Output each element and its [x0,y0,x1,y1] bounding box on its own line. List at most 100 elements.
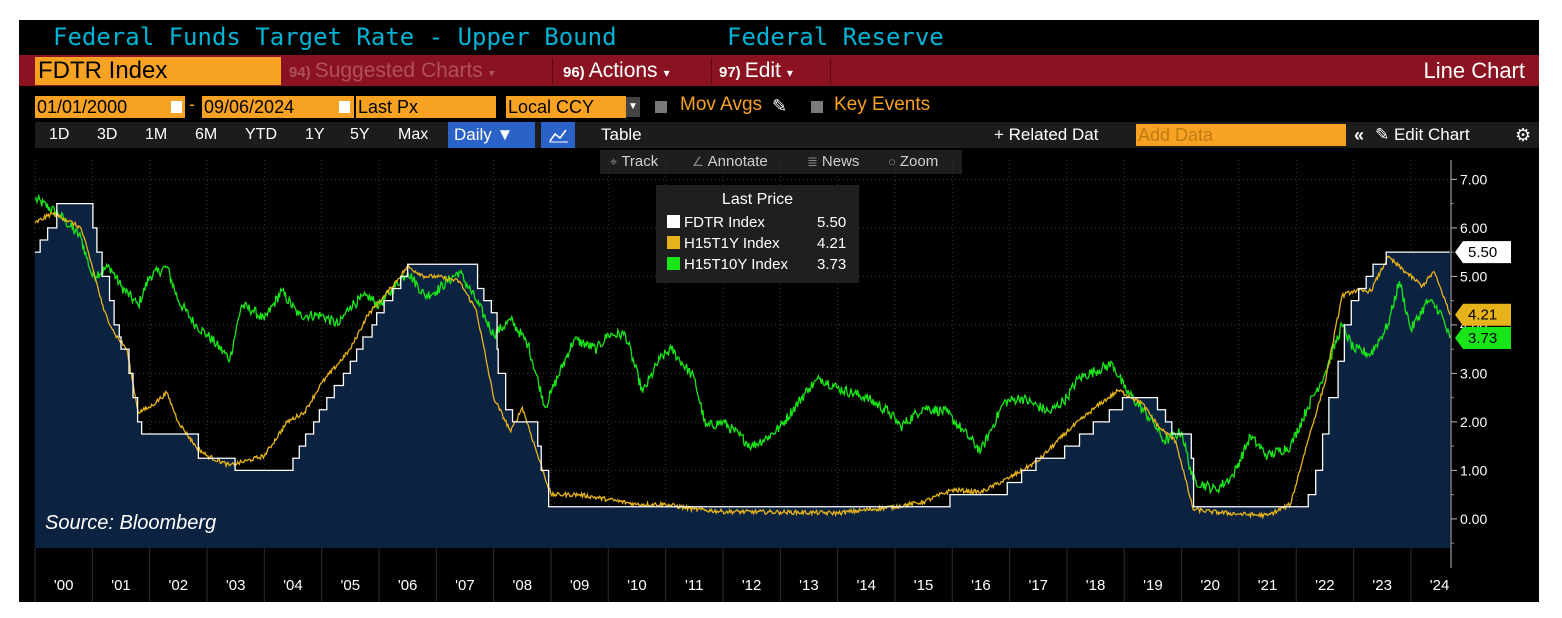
news-tool[interactable]: ≣ News [807,150,859,174]
actions-label: Actions [588,59,658,82]
annotate-label: Annotate [707,153,768,170]
key-events-checkbox[interactable] [811,101,823,113]
actions-menu[interactable]: 96) Actions ▾ [563,56,670,86]
menu-number: 97) [719,64,741,81]
x-tick-label: '24 [1430,577,1450,594]
start-date-value: 01/01/2000 [37,97,128,117]
range-5y-button[interactable]: 5Y [350,126,370,143]
last-value-tag-label: 4.21 [1468,307,1497,324]
x-tick-label: '10 [627,577,647,594]
y-tick-label: 3.00 [1460,365,1487,381]
fdtr-line [35,203,1450,508]
h15t10y-line [34,193,1451,495]
last-value-tag: 3.73 [1455,326,1511,349]
x-tick-label: '19 [1143,577,1163,594]
menu-divider [830,58,831,84]
suggested-charts-menu[interactable]: 94) Suggested Charts ▾ [289,56,495,86]
suggested-charts-label: Suggested Charts [314,59,483,82]
x-tick-label: '18 [1086,577,1106,594]
range-1d-button[interactable]: 1D [49,126,70,143]
currency-select[interactable]: Local CCY [506,96,626,118]
menu-number: 96) [563,64,585,81]
end-date-value: 09/06/2024 [204,97,295,117]
zoom-label: Zoom [899,153,939,170]
range-3d-button[interactable]: 3D [97,126,118,143]
x-tick-label: '08 [513,577,533,594]
legend-swatch [667,215,680,228]
annotate-tool[interactable]: ∠ Annotate [692,150,768,174]
track-tool[interactable]: ⌖ Track [610,150,658,174]
start-date-input[interactable]: 01/01/2000 [35,96,185,118]
pencil-icon[interactable]: ✎ [772,96,788,116]
dropdown-arrow-icon: ▾ [786,66,793,80]
frequency-dropdown[interactable]: Daily ▼ [448,122,535,148]
edit-label: Edit [744,59,781,82]
legend-value: 3.73 [817,256,847,273]
last-value-tag: 5.50 [1455,241,1511,264]
range-max-button[interactable]: Max [398,126,429,143]
line-chart[interactable]: '00 '01 '02 '03 '04 '05 '06 '07 '08 '09 '10 '11 '12 '… [19,20,1539,602]
edit-chart-label: Edit Chart [1393,125,1470,144]
mov-avgs-label: Mov Avgs [680,94,763,115]
range-1y-button[interactable]: 1Y [305,126,325,143]
range-1m-button[interactable]: 1M [145,126,168,143]
track-label: Track [621,153,659,170]
y-tick-label: 5.00 [1460,268,1487,284]
last-value-tag-bg [1455,303,1511,326]
legend-label: H15T1Y Index [684,235,780,252]
menu-divider [552,58,553,84]
legend-item-h15t10y: H15T10Y Index 3.73 [667,256,857,273]
dropdown-arrow-icon: ▾ [663,66,670,80]
y-tick-label: 7.00 [1460,171,1487,187]
x-tick-label: '00 [54,577,74,594]
line-chart-icon [549,129,568,143]
calendar-icon[interactable] [339,101,350,113]
gear-icon[interactable]: ⚙ [1515,125,1532,145]
ticker-input[interactable]: FDTR Index [35,57,281,85]
y-tick-label: 0.00 [1460,511,1487,527]
last-value-tag-label: 3.73 [1468,330,1497,347]
currency-dropdown-icon[interactable]: ▼ [626,97,640,117]
edit-menu[interactable]: 97) Edit ▾ [719,56,793,86]
x-tick-label: '03 [226,577,246,594]
table-button[interactable]: Table [601,125,642,144]
chart-type-label: Line Chart [1423,58,1525,83]
zoom-tool[interactable]: ○ Zoom [888,150,938,174]
annotate-icon: ∠ [692,154,704,169]
x-tick-label: '12 [742,577,762,594]
x-tick-label: '16 [971,577,991,594]
x-tick-label: '23 [1372,577,1392,594]
legend-swatch [667,236,680,249]
data-source-name: Federal Reserve [727,23,944,51]
legend-label: FDTR Index [684,214,765,231]
edit-chart-button[interactable]: ✎ Edit Chart [1375,122,1470,148]
line-chart-toggle[interactable] [541,122,575,148]
range-ytd-button[interactable]: YTD [245,126,277,143]
calendar-icon[interactable] [171,101,182,113]
last-value-tag: 4.21 [1455,303,1511,326]
mov-avgs-checkbox[interactable] [655,101,667,113]
range-6m-button[interactable]: 6M [195,126,218,143]
terminal-window: Federal Funds Target Rate - Upper Bound … [19,20,1539,602]
dropdown-arrow-icon: ▾ [488,66,495,80]
add-data-input[interactable]: Add Data [1136,124,1346,146]
x-tick-label: '04 [283,577,303,594]
last-value-tag-bg [1455,241,1511,264]
news-label: News [821,153,860,170]
pencil-icon: ✎ [1375,125,1394,144]
menu-number: 94) [289,64,311,81]
x-tick-label: '02 [169,577,189,594]
related-data-button[interactable]: + Related Dat [994,125,1099,144]
legend-item-fdtr: FDTR Index 5.50 [667,214,857,231]
collapse-icon[interactable]: « [1354,125,1365,145]
chart-legend: Last Price FDTR Index 5.50 H15T1Y Index 4.… [656,185,859,283]
end-date-input[interactable]: 09/06/2024 [202,96,354,118]
menu-divider [711,58,712,84]
x-tick-label: '01 [111,577,131,594]
y-tick-label: 2.00 [1460,414,1487,430]
source-note: Source: Bloomberg [45,512,217,534]
date-range-dash: - [189,94,195,114]
price-field-select[interactable]: Last Px [356,96,496,118]
y-tick-label: 6.00 [1460,220,1487,236]
x-tick-label: '17 [1028,577,1048,594]
